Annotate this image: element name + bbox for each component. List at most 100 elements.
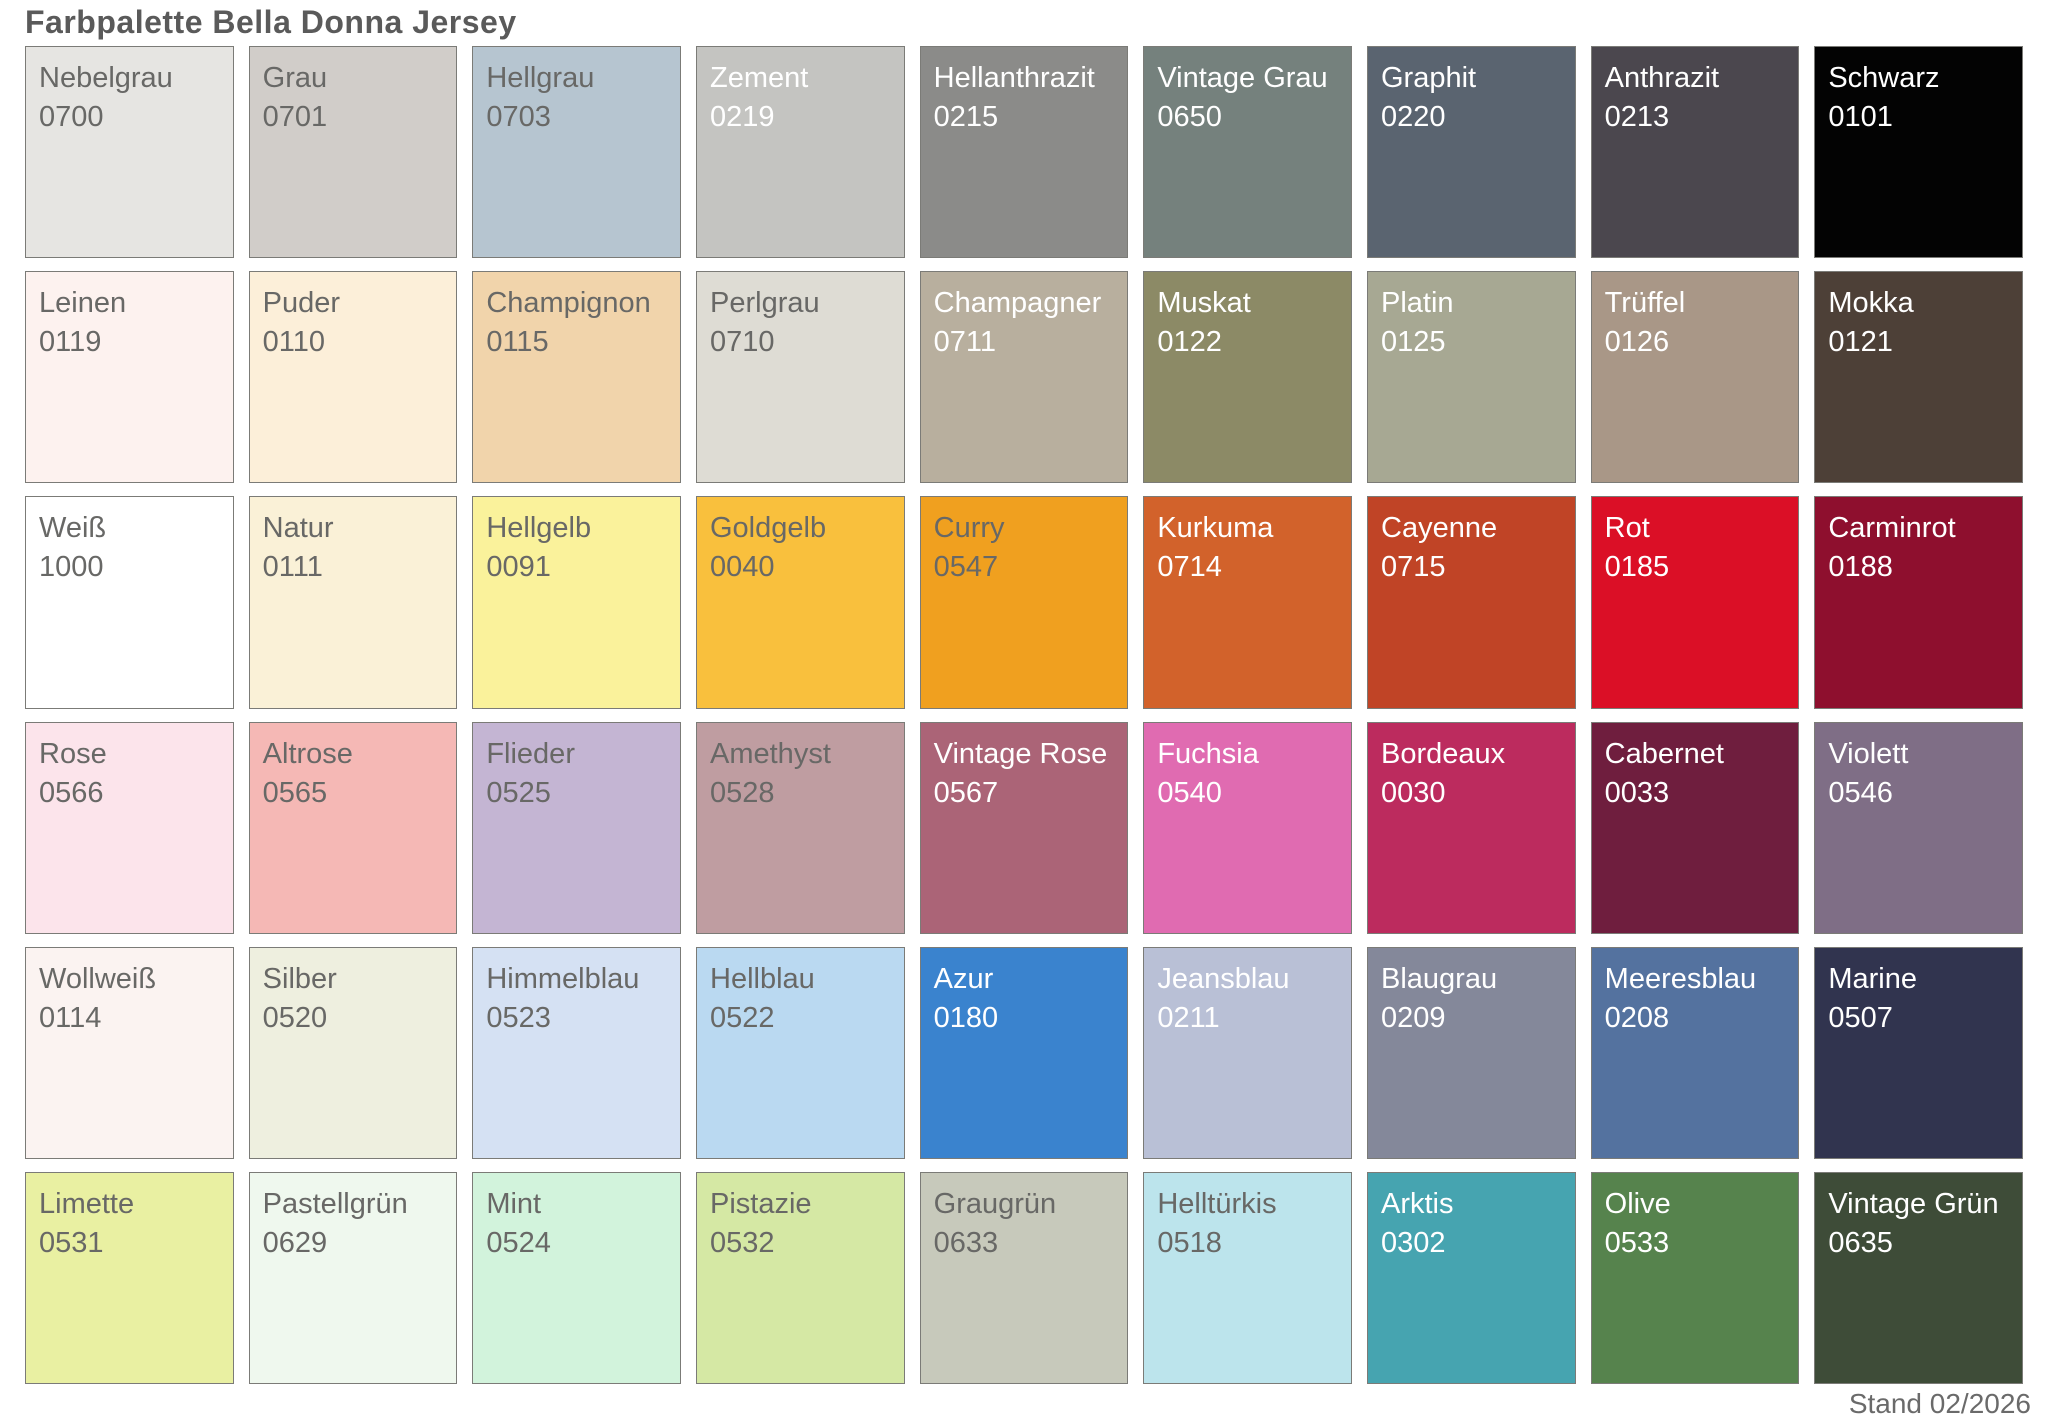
color-swatch: Mint 0524 — [472, 1171, 681, 1384]
swatch-code-label: 0700 — [39, 101, 104, 133]
swatch-code-label: 0125 — [1381, 326, 1446, 359]
revision-date-label: Stand 02/2026 — [1848, 1388, 2031, 1419]
color-swatch: Schwarz 0101 — [1814, 46, 2023, 259]
color-swatch: Amethyst 0528 — [696, 721, 905, 934]
swatch-code-label: 0111 — [262, 551, 323, 584]
color-swatch: Champagner 0711 — [919, 271, 1129, 484]
color-swatch: Grau 0701 — [248, 46, 458, 259]
swatch-code-label: 0565 — [262, 776, 328, 809]
swatch-code-label: 1000 — [39, 551, 104, 584]
color-swatch: Perlgrau 0710 — [696, 271, 905, 484]
swatch-code-label: 0208 — [1604, 1001, 1670, 1034]
swatch-name-label: Kurkuma — [1157, 512, 1274, 545]
swatch-code-label: 0533 — [1604, 1226, 1670, 1259]
color-swatch: Leinen 0119 — [25, 271, 234, 484]
color-swatch: Helltürkis 0518 — [1143, 1171, 1352, 1384]
swatch-name-label: Puder — [262, 287, 341, 320]
color-swatch: Champignon 0115 — [472, 271, 681, 484]
color-swatch: Limette 0531 — [25, 1171, 234, 1384]
color-swatch: Cayenne 0715 — [1367, 496, 1576, 709]
swatch-code-label: 0507 — [1828, 1001, 1893, 1034]
swatch-code-label: 0633 — [933, 1226, 999, 1259]
swatch-name-label: Hellgelb — [486, 512, 592, 545]
swatch-code-label: 0101 — [1828, 101, 1893, 133]
swatch-name-label: Natur — [262, 512, 334, 545]
swatch-code-label: 0715 — [1381, 551, 1446, 584]
swatch-name-label: Hellgrau — [486, 62, 595, 94]
swatch-code-label: 0547 — [933, 551, 999, 584]
color-swatch: Muskat 0122 — [1143, 271, 1352, 484]
swatch-code-label: 0635 — [1828, 1226, 1893, 1259]
color-swatch: Graugrün 0633 — [919, 1171, 1129, 1384]
color-swatch: Weiß 1000 — [25, 496, 234, 709]
swatch-name-label: Schwarz — [1828, 62, 1940, 94]
color-swatch: Flieder 0525 — [472, 721, 681, 934]
color-swatch: Meeresblau 0208 — [1590, 946, 1800, 1159]
swatch-code-label: 0567 — [933, 776, 999, 809]
swatch-code-label: 0650 — [1157, 101, 1222, 133]
swatch-name-label: Mint — [486, 1187, 542, 1220]
color-swatch: Blaugrau 0209 — [1367, 946, 1576, 1159]
swatch-name-label: Rose — [39, 737, 107, 770]
swatch-name-label: Muskat — [1157, 287, 1251, 320]
color-swatch: Pistazie 0532 — [696, 1171, 905, 1384]
swatch-name-label: Flieder — [486, 737, 575, 770]
swatch-code-label: 0121 — [1828, 326, 1893, 359]
swatch-code-label: 0525 — [486, 776, 551, 809]
swatch-name-label: Nebelgrau — [39, 62, 173, 94]
swatch-code-label: 0126 — [1604, 326, 1670, 359]
swatch-name-label: Rot — [1604, 512, 1650, 545]
color-swatch: Graphit 0220 — [1367, 46, 1576, 259]
swatch-code-label: 0531 — [39, 1226, 104, 1259]
swatch-name-label: Curry — [933, 512, 1005, 545]
color-swatch: Arktis 0302 — [1367, 1171, 1576, 1384]
swatch-name-label: Altrose — [262, 737, 353, 770]
swatch-name-label: Blaugrau — [1381, 962, 1498, 995]
swatch-code-label: 0033 — [1604, 776, 1670, 809]
swatch-name-label: Cabernet — [1604, 737, 1724, 770]
swatch-name-label: Jeansblau — [1157, 962, 1290, 995]
swatch-code-label: 0566 — [39, 776, 104, 809]
swatch-name-label: Weiß — [39, 512, 107, 545]
swatch-name-label: Pistazie — [710, 1187, 812, 1220]
swatch-code-label: 0219 — [710, 101, 775, 133]
swatch-name-label: Vintage Rose — [933, 737, 1108, 770]
color-swatch: Olive 0533 — [1590, 1171, 1800, 1384]
color-swatch: Rose 0566 — [25, 721, 234, 934]
swatch-code-label: 0119 — [39, 326, 102, 359]
swatch-code-label: 0180 — [933, 1001, 999, 1034]
swatch-name-label: Amethyst — [710, 737, 831, 770]
swatch-code-label: 0714 — [1157, 551, 1222, 584]
swatch-name-label: Mokka — [1828, 287, 1914, 320]
swatch-name-label: Goldgelb — [710, 512, 827, 545]
color-swatch: Silber 0520 — [248, 946, 458, 1159]
swatch-name-label: Perlgrau — [710, 287, 820, 320]
swatch-code-label: 0524 — [486, 1226, 551, 1259]
color-swatch: Himmelblau 0523 — [472, 946, 681, 1159]
color-swatch: Pastellgrün 0629 — [248, 1171, 458, 1384]
swatch-code-label: 0540 — [1157, 776, 1222, 809]
color-swatch: Natur 0111 — [248, 496, 458, 709]
swatch-name-label: Platin — [1381, 287, 1454, 320]
swatch-code-label: 0091 — [486, 551, 551, 584]
swatch-code-label: 0711 — [933, 326, 997, 359]
color-swatch: Vintage Grün 0635 — [1814, 1171, 2023, 1384]
swatch-code-label: 0629 — [262, 1226, 328, 1259]
swatch-name-label: Helltürkis — [1157, 1187, 1277, 1220]
swatch-name-label: Azur — [933, 962, 994, 995]
swatch-code-label: 0532 — [710, 1226, 775, 1259]
swatch-name-label: Vintage Grün — [1828, 1187, 1999, 1220]
swatch-name-label: Olive — [1604, 1187, 1671, 1220]
swatch-code-label: 0528 — [710, 776, 775, 809]
swatch-name-label: Arktis — [1381, 1187, 1454, 1220]
swatch-name-label: Himmelblau — [486, 962, 640, 995]
swatch-code-label: 0523 — [486, 1001, 551, 1034]
color-swatch: Platin 0125 — [1367, 271, 1576, 484]
color-swatch: Azur 0180 — [919, 946, 1129, 1159]
swatch-name-label: Trüffel — [1604, 287, 1686, 320]
swatch-code-label: 0710 — [710, 326, 775, 359]
swatch-name-label: Wollweiß — [39, 962, 157, 995]
swatch-name-label: Hellblau — [710, 962, 815, 995]
swatch-name-label: Marine — [1828, 962, 1917, 995]
color-swatch: Fuchsia 0540 — [1143, 721, 1352, 934]
